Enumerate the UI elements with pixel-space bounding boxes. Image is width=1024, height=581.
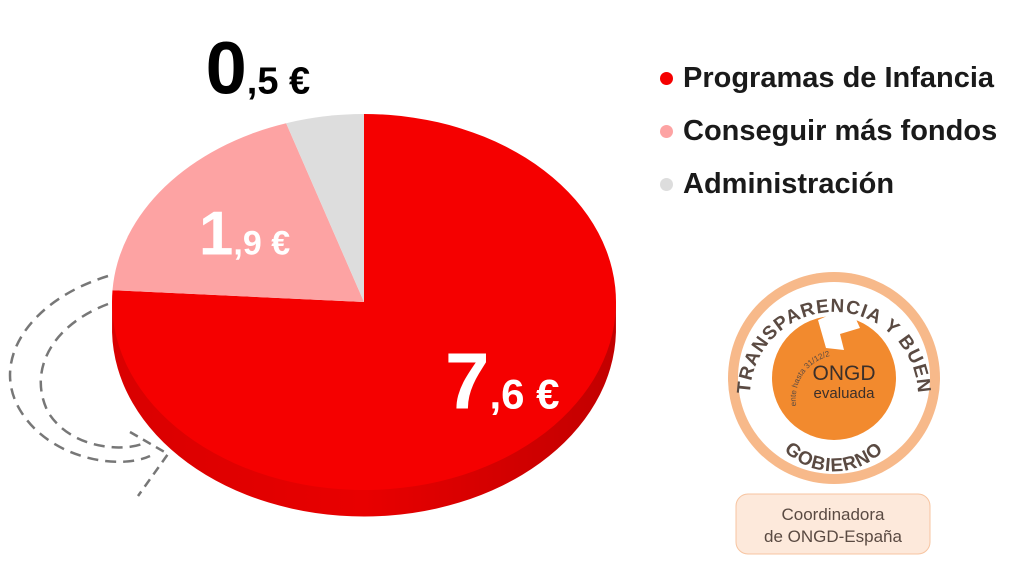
legend-swatch bbox=[660, 177, 673, 191]
rotation-arrow-icon bbox=[8, 274, 170, 497]
seal-orange-disc bbox=[772, 316, 896, 440]
slice-value-integer: 0 bbox=[206, 26, 247, 109]
legend: Programas de Infancia Conseguir más fond… bbox=[660, 56, 997, 206]
legend-label: Administración bbox=[683, 167, 895, 200]
legend-item: Conseguir más fondos bbox=[660, 109, 997, 153]
seal-center-line1: ONGD bbox=[813, 362, 876, 385]
slice-value-integer: 1 bbox=[199, 200, 233, 269]
slice-value-decimal: ,5 € bbox=[247, 60, 310, 102]
legend-swatch bbox=[660, 124, 673, 138]
legend-label: Programas de Infancia bbox=[683, 61, 995, 94]
seal-org-line1: Coordinadora bbox=[781, 505, 885, 524]
slice-value-decimal: ,6 € bbox=[489, 371, 559, 418]
legend-label: Conseguir más fondos bbox=[683, 114, 998, 147]
slice-value-decimal: ,9 € bbox=[233, 225, 290, 263]
pie-slice bbox=[286, 114, 364, 302]
slice-value-label: 7,6 € bbox=[445, 337, 560, 426]
transparency-seal: TRANSPARENCIA Y BUEN GOBIERNO Vigente ha… bbox=[722, 268, 940, 555]
legend-swatch bbox=[660, 71, 673, 85]
slice-value-label: 0,5 € bbox=[206, 26, 311, 109]
seal-center-line2: evaluada bbox=[814, 385, 876, 402]
seal-figure-icon bbox=[818, 306, 860, 350]
legend-item: Administración bbox=[660, 162, 997, 206]
legend-item: Programas de Infancia bbox=[660, 56, 997, 100]
pie-slice bbox=[112, 123, 365, 302]
seal-org-box bbox=[735, 493, 931, 555]
slice-value-integer: 7 bbox=[445, 337, 490, 426]
seal-org-line2: de ONGD-España bbox=[764, 527, 902, 546]
slice-value-label: 1,9 € bbox=[199, 200, 290, 269]
